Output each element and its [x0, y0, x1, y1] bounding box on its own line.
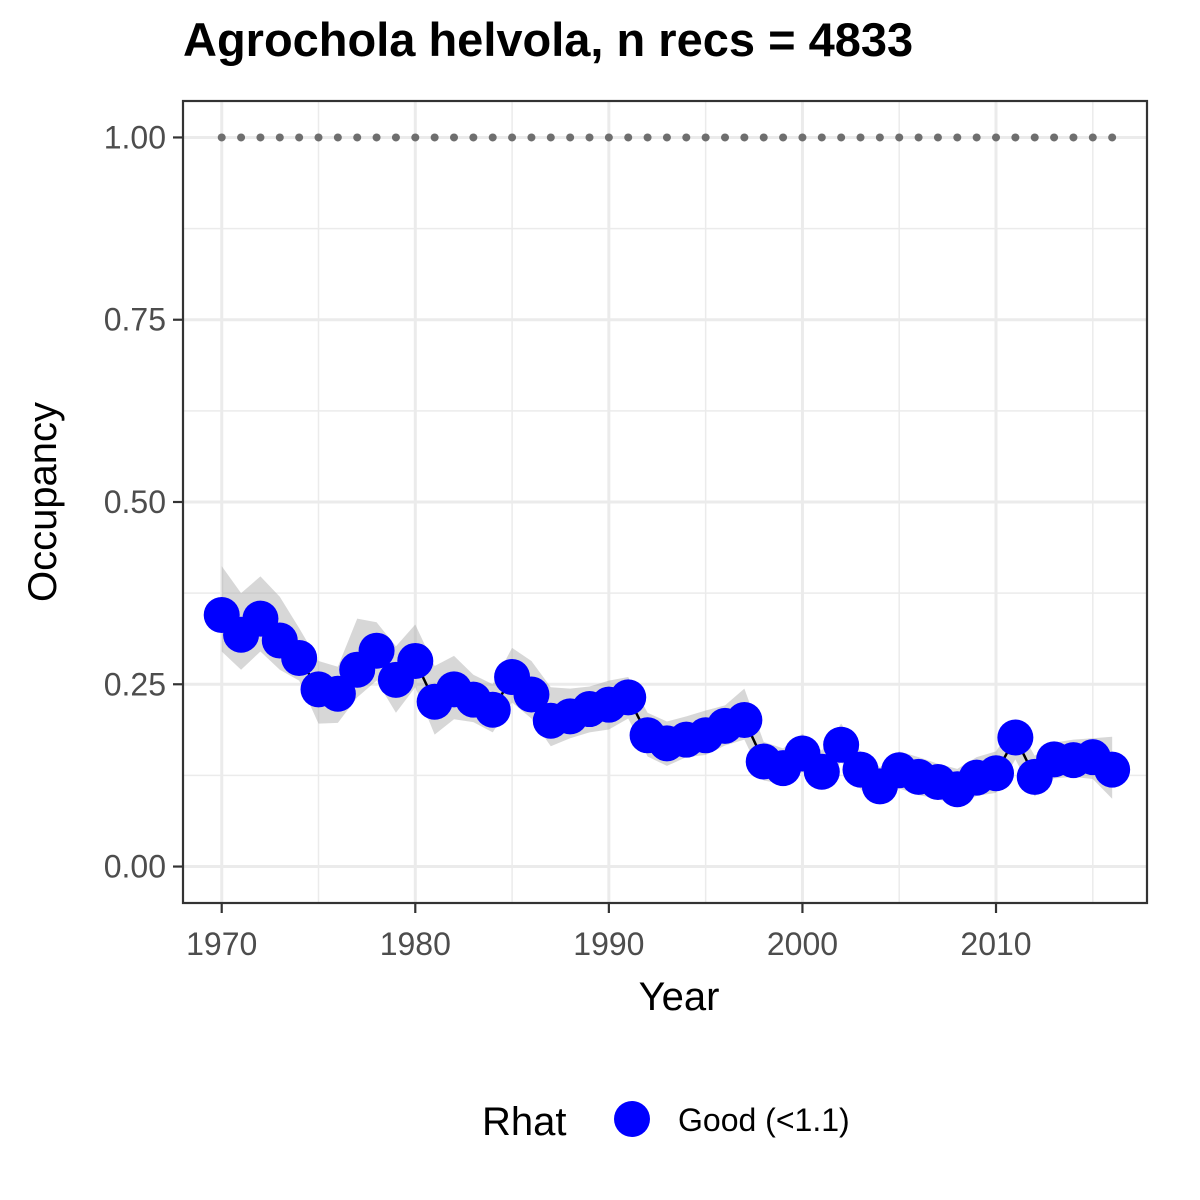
grid-major-lines: [183, 101, 1147, 903]
reference-dot: [779, 133, 788, 142]
reference-dot: [488, 133, 497, 142]
reference-dot: [1030, 133, 1039, 142]
reference-dot: [1011, 133, 1020, 142]
reference-dot: [817, 133, 826, 142]
data-point: [1094, 751, 1131, 788]
reference-dot: [314, 133, 323, 142]
data-point: [610, 679, 647, 716]
reference-dot: [295, 133, 304, 142]
reference-dot: [972, 133, 981, 142]
reference-dot: [682, 133, 691, 142]
reference-dot: [546, 133, 555, 142]
y-axis-ticks: 0.00 0.25 0.50 0.75 1.00: [104, 119, 183, 885]
x-axis-title: Year: [639, 975, 720, 1019]
reference-dot: [837, 133, 846, 142]
data-point: [726, 701, 763, 738]
data-point: [823, 726, 860, 763]
reference-dot: [430, 133, 439, 142]
x-axis-ticks: 1970 1980 1990 2000 2010: [186, 903, 1032, 962]
reference-dot: [1069, 133, 1078, 142]
reference-dot: [527, 133, 536, 142]
reference-dot: [604, 133, 613, 142]
reference-dot: [740, 133, 749, 142]
reference-line-layer: [217, 133, 1117, 142]
reference-dot: [256, 133, 265, 142]
chart-title: Agrochola helvola, n recs = 4833: [183, 13, 914, 66]
reference-dot: [585, 133, 594, 142]
reference-dot: [875, 133, 884, 142]
legend-title: Rhat: [482, 1100, 567, 1144]
data-point: [397, 642, 434, 679]
x-tick-label: 1970: [186, 926, 257, 962]
reference-dot: [624, 133, 633, 142]
reference-dot: [933, 133, 942, 142]
y-tick-label: 0.25: [104, 666, 166, 702]
data-point: [513, 676, 550, 713]
reference-dot: [798, 133, 807, 142]
reference-dot: [662, 133, 671, 142]
reference-dot: [1108, 133, 1117, 142]
reference-dot: [953, 133, 962, 142]
legend: Rhat Good (<1.1): [482, 1100, 850, 1144]
reference-dot: [759, 133, 768, 142]
reference-dot: [721, 133, 730, 142]
data-point: [281, 640, 318, 677]
data-point: [358, 632, 395, 669]
reference-dot: [914, 133, 923, 142]
reference-dot: [333, 133, 342, 142]
legend-key-point: [614, 1101, 650, 1137]
reference-dot: [353, 133, 362, 142]
reference-dot: [701, 133, 710, 142]
data-points-layer: [203, 597, 1131, 808]
data-point: [474, 691, 511, 728]
legend-label-good: Good (<1.1): [678, 1102, 850, 1138]
data-point: [997, 719, 1034, 756]
x-tick-label: 1980: [380, 926, 451, 962]
reference-dot: [1050, 133, 1059, 142]
x-tick-label: 1990: [573, 926, 644, 962]
reference-dot: [566, 133, 575, 142]
data-point: [803, 753, 840, 790]
reference-dot: [275, 133, 284, 142]
data-point: [978, 755, 1015, 792]
reference-dot: [450, 133, 459, 142]
y-tick-label: 0.00: [104, 849, 166, 885]
x-tick-label: 2000: [767, 926, 838, 962]
reference-dot: [391, 133, 400, 142]
y-tick-label: 1.00: [104, 119, 166, 155]
y-axis-title: Occupancy: [21, 402, 65, 602]
reference-dot: [1088, 133, 1097, 142]
reference-dot: [895, 133, 904, 142]
reference-dot: [643, 133, 652, 142]
y-tick-label: 0.50: [104, 484, 166, 520]
x-tick-label: 2010: [960, 926, 1031, 962]
reference-dot: [856, 133, 865, 142]
reference-dot: [508, 133, 517, 142]
reference-dot: [411, 133, 420, 142]
data-point: [319, 675, 356, 712]
reference-dot: [372, 133, 381, 142]
reference-dot: [469, 133, 478, 142]
reference-dot: [992, 133, 1001, 142]
reference-dot: [217, 133, 226, 142]
y-tick-label: 0.75: [104, 302, 166, 338]
reference-dot: [237, 133, 246, 142]
